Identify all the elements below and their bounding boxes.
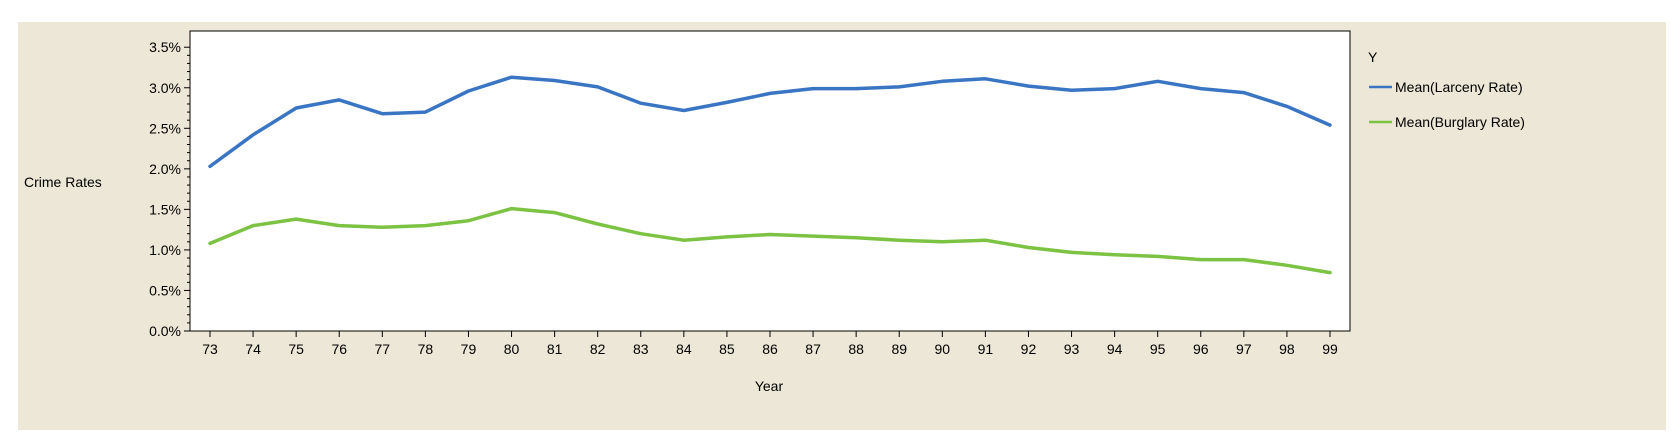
y-axis: 0.0% 0.5% 1.0% 1.5% 2.0% 2.5% 3.0% 3.5% xyxy=(149,39,190,339)
x-tick-label: 87 xyxy=(805,341,821,357)
x-tick-label: 94 xyxy=(1107,341,1123,357)
x-tick-label: 73 xyxy=(202,341,218,357)
legend-label: Mean(Burglary Rate) xyxy=(1395,114,1525,130)
x-tick-label: 91 xyxy=(978,341,994,357)
x-tick-label: 96 xyxy=(1193,341,1209,357)
x-tick-label: 80 xyxy=(504,341,520,357)
legend-title: Y xyxy=(1368,49,1378,65)
x-tick-label: 88 xyxy=(848,341,864,357)
legend: Y Mean(Larceny Rate) Mean(Burglary Rate) xyxy=(1368,49,1525,130)
series-line-burglary xyxy=(208,206,1332,275)
x-tick-label: 92 xyxy=(1021,341,1037,357)
chart-panel: 0.0% 0.5% 1.0% 1.5% 2.0% 2.5% 3.0% 3.5% 73 74 75 7… xyxy=(18,22,1666,430)
x-tick-label: 82 xyxy=(590,341,606,357)
y-tick-label: 2.5% xyxy=(149,120,181,136)
x-tick-label: 85 xyxy=(719,341,735,357)
x-tick-label: 79 xyxy=(461,341,477,357)
x-tick-label: 74 xyxy=(245,341,261,357)
y-tick-label: 1.0% xyxy=(149,242,181,258)
y-tick-label: 2.0% xyxy=(149,161,181,177)
x-axis: 73 74 75 76 77 78 79 80 81 82 83 84 85 86 87 88 89 90 91 92… xyxy=(202,331,1338,357)
x-tick-label: 99 xyxy=(1322,341,1338,357)
series-line-larceny xyxy=(208,75,1332,169)
x-tick-label: 81 xyxy=(547,341,563,357)
line-chart: 0.0%0.5%1.0%1.5%2.0%2.5%3.0%3.5% 73 74 75 7… xyxy=(24,30,1525,394)
x-tick-label: 93 xyxy=(1064,341,1080,357)
y-tick-label: 0.5% xyxy=(149,282,181,298)
x-tick-label: 86 xyxy=(762,341,778,357)
x-tick-label: 78 xyxy=(418,341,434,357)
x-tick-label: 75 xyxy=(288,341,304,357)
x-tick-label: 97 xyxy=(1236,341,1252,357)
x-tick-label: 98 xyxy=(1279,341,1295,357)
x-tick-label: 76 xyxy=(331,341,347,357)
y-tick-label: 3.5% xyxy=(149,39,181,55)
y-axis-title: Crime Rates xyxy=(24,174,102,190)
x-tick-label: 90 xyxy=(935,341,951,357)
x-tick-label: 89 xyxy=(891,341,907,357)
x-tick-label: 95 xyxy=(1150,341,1166,357)
y-tick-label: 0.0% xyxy=(149,323,181,339)
y-tick-label: 1.5% xyxy=(149,201,181,217)
x-axis-title: Year xyxy=(755,378,784,394)
x-tick-label: 84 xyxy=(676,341,692,357)
y-tick-label: 3.0% xyxy=(149,80,181,96)
x-tick-label: 77 xyxy=(375,341,391,357)
series-layer xyxy=(208,75,1332,275)
x-tick-label: 83 xyxy=(633,341,649,357)
legend-label: Mean(Larceny Rate) xyxy=(1395,79,1523,95)
plot-area xyxy=(189,30,1351,332)
